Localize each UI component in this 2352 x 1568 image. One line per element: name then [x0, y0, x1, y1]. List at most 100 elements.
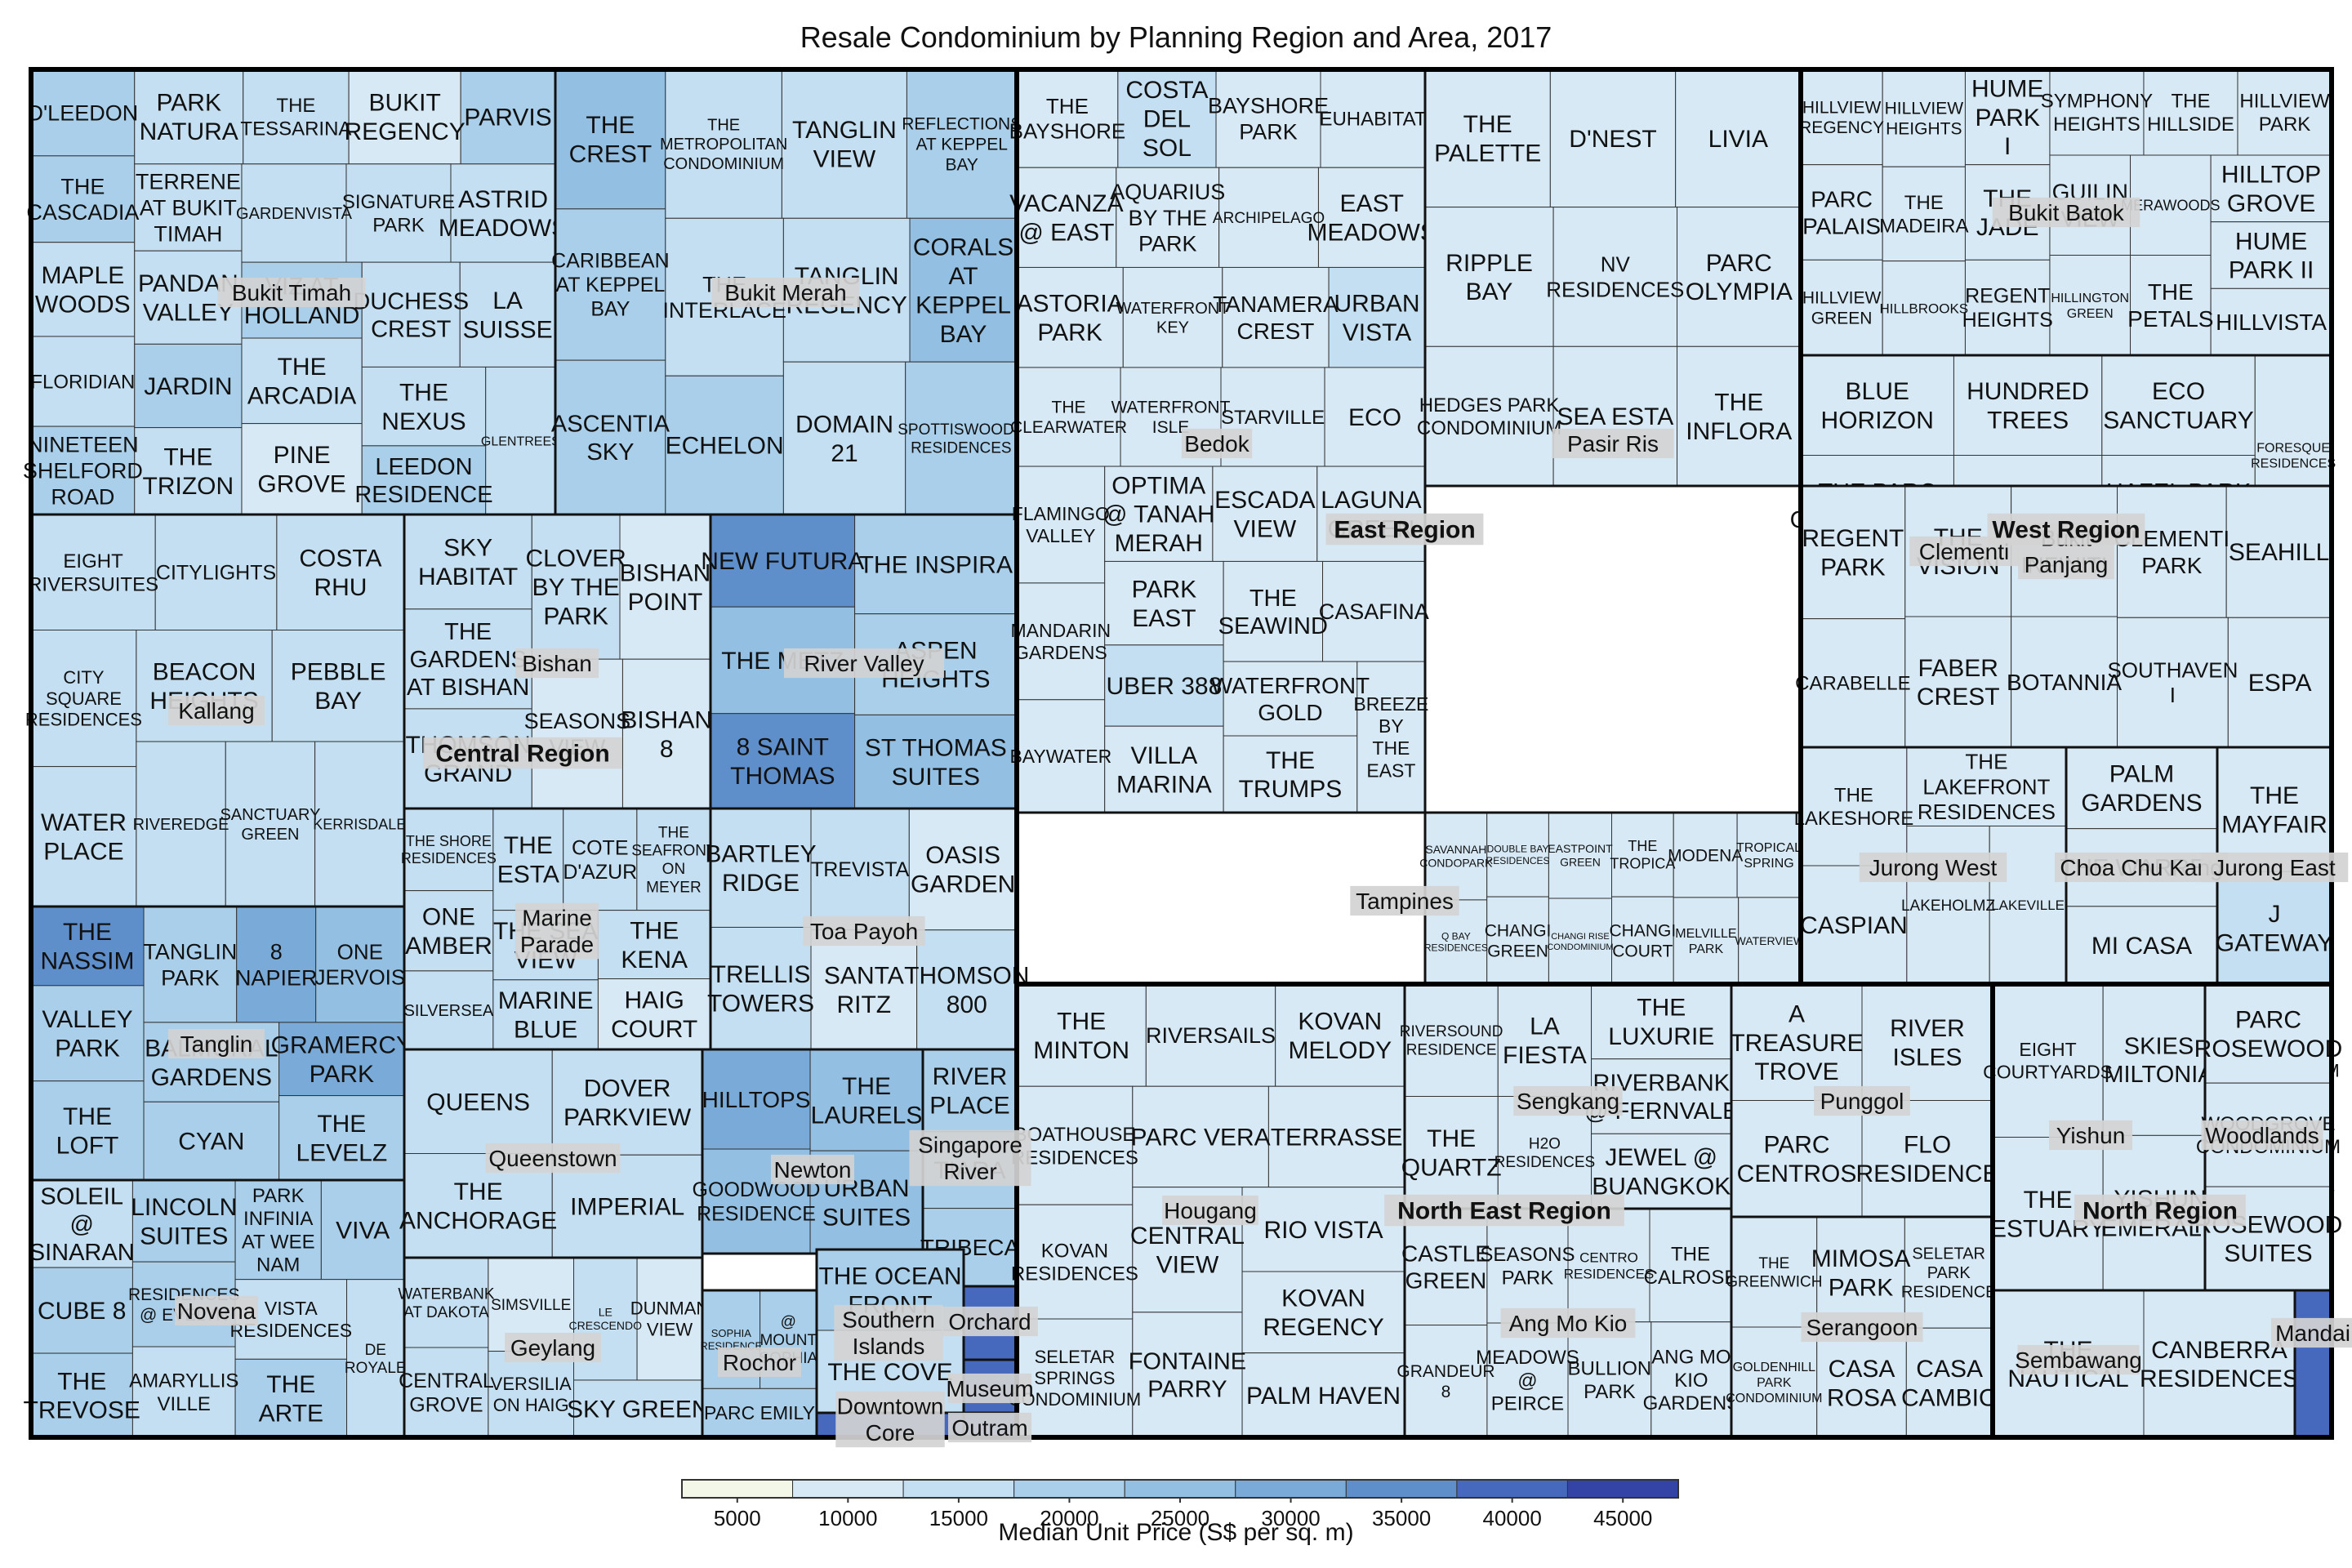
- area-label-bukit-batok: Bukit Batok: [2008, 200, 2125, 225]
- area-label-bg: [942, 1306, 1038, 1337]
- project-label: ASCENTIA SKY: [551, 412, 670, 466]
- project-label: HUME PARK I: [1971, 75, 2043, 160]
- project-label: MAPLE WOODS: [35, 262, 131, 318]
- area-label-newton: Newton: [774, 1157, 852, 1183]
- project-cell: [1016, 69, 1119, 168]
- project-label: QUEENS: [426, 1089, 530, 1116]
- area-label-bg: [1162, 1195, 1258, 1226]
- project-label: BLUE HORIZON: [1821, 378, 1934, 434]
- project-cell: [922, 1049, 1018, 1133]
- project-cell: [315, 906, 405, 1023]
- project-label: DE ROYALE: [345, 1342, 407, 1377]
- area-label-serangoon: Serangoon: [1806, 1315, 1918, 1340]
- project-cell: [1404, 1208, 1488, 1326]
- project-label: NV RESIDENCES: [1546, 252, 1684, 302]
- project-cell: [1816, 1327, 1907, 1438]
- area-label-bg: [717, 1347, 802, 1378]
- project-cell: [1567, 1208, 1650, 1323]
- project-cell: [908, 808, 1018, 931]
- project-cell: [2143, 1290, 2296, 1438]
- project-label: BISHAN 8: [621, 706, 712, 762]
- project-cell: [134, 69, 244, 165]
- project-label: FABER CREST: [1917, 655, 2000, 710]
- area-label-bg: [947, 1373, 1032, 1404]
- area-label-ang-mo-kio: Ang Mo Kio: [1509, 1311, 1628, 1336]
- project-label: PARC CENTROS: [1737, 1132, 1857, 1187]
- colorbar: 5000 10000 15000 20000 25000 30000 35000 40000 4…: [681, 1479, 1679, 1530]
- project-label: THE TRIZON: [143, 444, 234, 500]
- project-cell: [30, 1179, 133, 1268]
- project-cell: [1677, 207, 1802, 347]
- project-label: ANG MO KIO GARDENS: [1643, 1346, 1740, 1414]
- project-cell: [460, 69, 556, 165]
- project-cell: [1906, 746, 2067, 826]
- project-cell: [1953, 354, 2103, 456]
- project-cell: [1882, 69, 1966, 167]
- project-cell: [241, 423, 363, 515]
- area-label-kallang: Kallang: [178, 698, 254, 724]
- project-label: PALM HAVEN: [1246, 1383, 1401, 1410]
- project-label: FLORIDIAN: [30, 371, 135, 393]
- project-label: THE CASCADIA: [26, 174, 139, 225]
- project-label: KOVAN REGENCY: [1263, 1285, 1383, 1341]
- area-label-bg: [1859, 852, 2007, 883]
- project-cell: [702, 1049, 811, 1150]
- project-cell: [1906, 825, 1990, 985]
- area-mandai: [2293, 1289, 2333, 1439]
- project-cell: [1861, 983, 1993, 1101]
- project-cell: [314, 741, 405, 907]
- project-label: STARVILLE: [1221, 407, 1325, 429]
- project-label: URBAN VISTA: [1334, 291, 1420, 346]
- project-label: HILLVIEW PARK: [2239, 91, 2330, 136]
- project-cell: [1800, 485, 1906, 620]
- colorbar-bin: [1345, 1479, 1458, 1499]
- project-label: WATER PLACE: [41, 809, 127, 865]
- project-label: PARK INFINIA AT WEE NAM: [242, 1185, 315, 1276]
- project-label: GARDENVISTA: [236, 205, 353, 223]
- area-bukit-batok: [1799, 68, 2333, 357]
- project-cell: [234, 1358, 348, 1438]
- project-label: THE CREST: [569, 112, 653, 167]
- project-label: SOUTHAVEN I: [2107, 657, 2238, 707]
- project-label: LAKEVILLE: [1991, 898, 2065, 913]
- project-label: BAYWATER: [1009, 746, 1111, 767]
- project-label: FLAMINGO VALLEY: [1012, 503, 1110, 546]
- colorbar-bin: [1013, 1479, 1125, 1499]
- project-cell: [1016, 983, 1147, 1087]
- project-cell: [1404, 1325, 1488, 1438]
- area-pasir-ris: [1423, 68, 1802, 488]
- project-label: THE GREENWICH: [1726, 1255, 1822, 1290]
- project-label: THE LEVELZ: [296, 1111, 387, 1166]
- area-label-queenstown: Queenstown: [488, 1146, 617, 1171]
- project-cell: [1320, 69, 1426, 168]
- project-cell: [403, 970, 494, 1050]
- area-label-bg: [834, 1304, 943, 1361]
- area-label-yishun: Yishun: [2056, 1123, 2126, 1148]
- project-cell: [236, 906, 317, 1023]
- project-label: GLENTREES: [481, 434, 560, 448]
- area-label-bg: [2270, 1317, 2352, 1348]
- project-label: VALLEY PARK: [42, 1006, 132, 1062]
- project-label: SANTA RITZ: [824, 963, 904, 1018]
- project-label: THE HILLSIDE: [2147, 91, 2234, 136]
- project-label: CANBERRA RESIDENCES: [2140, 1337, 2299, 1392]
- project-label: SANCTUARY GREEN: [220, 806, 320, 844]
- area-label-sengkang: Sengkang: [1517, 1089, 1619, 1114]
- project-cell: [1567, 1321, 1652, 1438]
- project-cell: [1117, 69, 1217, 168]
- project-cell: [320, 1179, 405, 1281]
- project-cell: [782, 361, 906, 515]
- project-label: D'NEST: [1569, 126, 1656, 153]
- area-label-bg: [803, 915, 925, 947]
- chart-title: Resale Condominium by Planning Region an…: [800, 20, 1552, 54]
- project-cell: [1122, 266, 1223, 368]
- project-cell: [1218, 167, 1319, 268]
- project-label: THE MINTON: [1033, 1008, 1129, 1063]
- project-label: RIO VISTA: [1263, 1217, 1383, 1244]
- project-cell: [2237, 69, 2332, 156]
- project-label: TERRENE AT BUKIT TIMAH: [136, 170, 241, 247]
- project-label: THE ESTA: [497, 832, 559, 888]
- project-cell: [916, 929, 1018, 1050]
- area-label-bukit-merah: Bukit Merah: [724, 280, 846, 305]
- project-label: THE BAYSHORE: [1009, 94, 1126, 144]
